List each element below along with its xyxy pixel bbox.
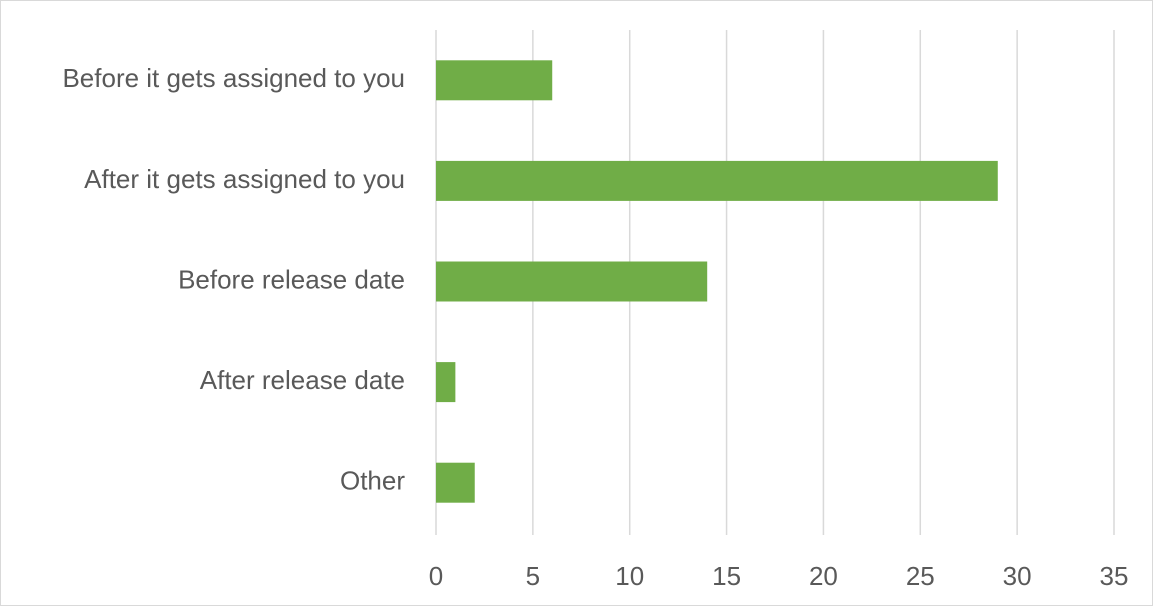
bar [436, 160, 998, 201]
y-tick-label: Other [340, 466, 405, 496]
y-tick-label: Before release date [178, 264, 405, 294]
y-tick-label: After it gets assigned to you [84, 164, 405, 194]
x-tick-label: 25 [906, 561, 935, 591]
y-tick-label: After release date [200, 365, 405, 395]
x-tick-label: 5 [526, 561, 540, 591]
y-tick-label: Before it gets assigned to you [62, 63, 405, 93]
bar [436, 462, 475, 503]
x-tick-label: 10 [615, 561, 644, 591]
x-tick-label: 35 [1100, 561, 1129, 591]
bar [436, 60, 553, 101]
bar [436, 261, 708, 302]
x-tick-label: 15 [712, 561, 741, 591]
x-tick-label: 20 [809, 561, 838, 591]
x-tick-label: 0 [429, 561, 443, 591]
bar [436, 362, 456, 403]
x-tick-label: 30 [1003, 561, 1032, 591]
